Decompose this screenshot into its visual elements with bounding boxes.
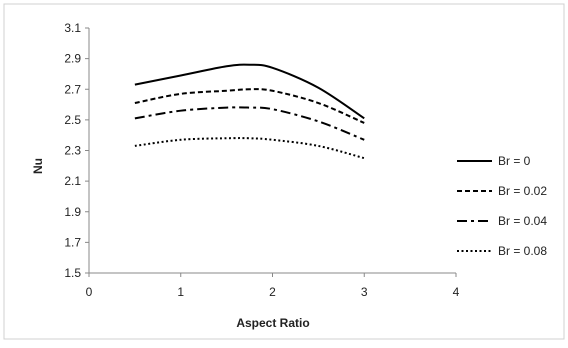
legend-label-4: Br = 0.08 bbox=[498, 244, 547, 258]
y-tick-label: 2.5 bbox=[64, 113, 81, 127]
legend-label-1: Br = 0 bbox=[498, 154, 531, 168]
y-tick-label: 2.1 bbox=[64, 174, 81, 188]
y-tick-label: 2.3 bbox=[64, 144, 81, 158]
y-tick-label: 1.5 bbox=[64, 266, 81, 280]
y-axis-title: Nu bbox=[31, 158, 45, 174]
x-tick-label: 0 bbox=[86, 285, 93, 299]
y-tick-label: 1.9 bbox=[64, 205, 81, 219]
legend: Br = 0 Br = 0.02 Br = 0.04 Br = 0.08 bbox=[457, 154, 547, 258]
x-tick-label: 2 bbox=[269, 285, 276, 299]
series-line-3 bbox=[134, 106, 365, 141]
axes: 1.5 1.7 1.9 2.1 2.3 2.5 2.7 2.9 3.1 0 1 2 3 4 bbox=[64, 21, 459, 299]
y-tick-label: 2.9 bbox=[64, 52, 81, 66]
series-layer bbox=[134, 63, 365, 160]
series-line-4 bbox=[134, 137, 365, 160]
x-tick-label: 1 bbox=[177, 285, 184, 299]
series-line-1 bbox=[134, 63, 365, 120]
y-tick-label: 3.1 bbox=[64, 21, 81, 35]
series-line-2 bbox=[134, 88, 365, 124]
chart-border bbox=[3, 3, 565, 340]
y-tick-label: 1.7 bbox=[64, 235, 81, 249]
x-tick-label: 3 bbox=[361, 285, 368, 299]
y-tick-label: 2.7 bbox=[64, 82, 81, 96]
x-axis-title: Aspect Ratio bbox=[236, 316, 309, 330]
legend-label-3: Br = 0.04 bbox=[498, 214, 547, 228]
x-tick-label: 4 bbox=[453, 285, 460, 299]
legend-label-2: Br = 0.02 bbox=[498, 184, 547, 198]
